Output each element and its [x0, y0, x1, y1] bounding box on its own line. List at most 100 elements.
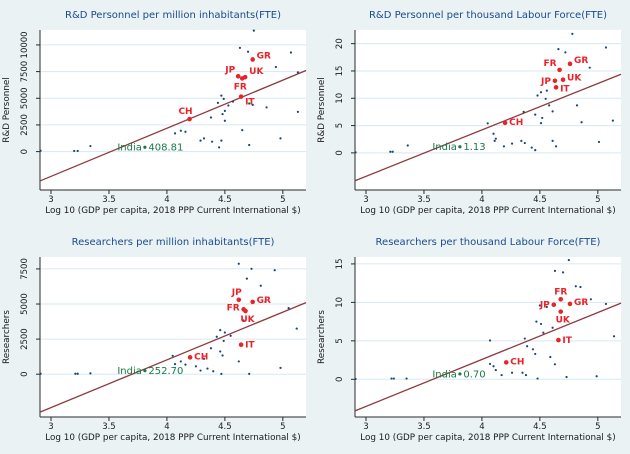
scatter-point: [392, 377, 395, 380]
india-value: 0.70: [463, 369, 485, 380]
scatter-point: [184, 363, 187, 366]
scatter-point: [595, 375, 598, 378]
scatter-point: [553, 363, 557, 366]
scatter-point: [531, 348, 535, 351]
panel-title: Researchers per million inhabitants(FTE): [72, 237, 275, 248]
scatter-point: [579, 285, 582, 289]
scatter-point: [551, 139, 554, 142]
panel-researchers-per-million: 0 2500 5000 7500 3 3.5 4 4.5 5 Researchers per mi…: [0, 227, 315, 454]
scatter-point: [588, 66, 591, 69]
highlight-point-ch: [503, 360, 509, 365]
scatter-point: [222, 339, 225, 343]
scatter-point: [220, 372, 223, 376]
scatter-point: [216, 101, 220, 104]
scatter-point: [221, 354, 224, 357]
country-label-ch: CH: [178, 107, 192, 117]
x-tick-label: 3: [48, 195, 53, 205]
scatter-point: [296, 110, 299, 113]
x-tick-label: 3.5: [102, 195, 116, 205]
country-label-jp: JP: [231, 288, 242, 298]
y-tick-label: 10000: [20, 31, 30, 58]
country-label-gr: GR: [257, 51, 271, 61]
scatter-point: [287, 306, 290, 310]
scatter-point: [220, 94, 223, 97]
country-label-it: IT: [245, 98, 255, 108]
country-label-uk: UK: [556, 316, 571, 326]
x-tick-label: 3.5: [417, 195, 431, 205]
highlight-point-it: [556, 337, 561, 343]
scatter-point: [274, 65, 277, 69]
highlight-point-gr: [250, 299, 255, 305]
highlight-point-fr: [557, 67, 562, 73]
scatter-point: [223, 331, 226, 334]
scatter-point: [526, 345, 529, 348]
scatter-point: [538, 304, 541, 307]
scatter-point: [611, 119, 614, 122]
y-tick-label: 10: [335, 93, 345, 104]
scatter-point: [231, 100, 235, 103]
scatter-point: [202, 357, 206, 360]
scatter-point: [589, 298, 592, 301]
y-tick-label: 0: [335, 150, 345, 155]
scatter-point: [209, 347, 213, 350]
scatter-point: [251, 103, 254, 106]
scatter-point: [199, 139, 202, 142]
country-label-fr: FR: [227, 303, 240, 313]
scatter-point: [74, 372, 77, 375]
panel-title: R&D Personnel per thousand Labour Force(…: [369, 10, 607, 21]
scatter-point: [76, 372, 79, 375]
scatter-point: [521, 371, 524, 374]
highlight-point-jp: [235, 73, 241, 79]
scatter-point: [199, 369, 202, 372]
x-tick-label: 4: [479, 422, 484, 432]
scatter-point: [391, 150, 394, 153]
scatter-point: [564, 51, 567, 54]
scatter-point: [534, 352, 537, 356]
scatter-point: [237, 262, 240, 265]
country-label-uk: UK: [240, 315, 255, 325]
scatter-point: [561, 271, 565, 274]
highlight-point-ch: [187, 355, 193, 360]
scatter-point: [227, 104, 230, 107]
scatter-point: [574, 285, 577, 288]
scatter-point: [405, 377, 408, 380]
scatter-point: [237, 360, 240, 363]
scatter-point: [530, 146, 533, 149]
scatter-point: [486, 122, 489, 125]
scatter-point: [241, 129, 244, 132]
highlight-point-uk: [560, 77, 566, 82]
x-tick-label: 4.5: [533, 422, 547, 432]
scatter-point: [171, 354, 174, 357]
highlight-point-jp: [236, 297, 242, 303]
scatter-point: [39, 149, 42, 152]
chart-rd-personnel-per-million: 0 2500 5000 7500 10000 3 3.5 4 4.5 5 R&D Personnel…: [2, 10, 307, 216]
scatter-point: [245, 277, 248, 280]
scatter-point: [76, 149, 79, 153]
scatter-point: [492, 365, 495, 368]
y-tick-label: 2500: [20, 328, 30, 350]
chart-researchers-per-million: 0 2500 5000 7500 3 3.5 4 4.5 5 Researchers per mi…: [2, 237, 307, 443]
scatter-point: [536, 377, 539, 380]
country-label-it: IT: [245, 341, 255, 351]
scatter-point: [248, 102, 251, 105]
country-label-fr: FR: [234, 82, 247, 92]
x-tick-label: 4: [164, 422, 169, 432]
panel-researchers-per-thousand: 0 5 10 15 3 3.5 4 4.5 5 Researchers per thousand …: [315, 227, 630, 454]
plot-area: [40, 257, 306, 417]
scatter-point: [89, 144, 92, 148]
country-label-gr: GR: [574, 56, 588, 66]
scatter-point: [604, 46, 608, 49]
scatter-point: [492, 132, 495, 135]
y-tick-label: 0: [20, 371, 30, 376]
plot-area: [355, 30, 621, 190]
scatter-point: [264, 300, 267, 304]
scatter-point: [571, 32, 574, 35]
highlight-point-uk: [243, 308, 248, 314]
country-label-fr: FR: [554, 287, 567, 297]
y-tick-label: 10: [335, 297, 345, 308]
x-tick-label: 4.5: [218, 422, 232, 432]
scatter-point: [179, 129, 182, 132]
scatter-point: [389, 150, 392, 153]
x-tick-label: 5: [280, 195, 285, 205]
fit-line: [354, 302, 622, 412]
